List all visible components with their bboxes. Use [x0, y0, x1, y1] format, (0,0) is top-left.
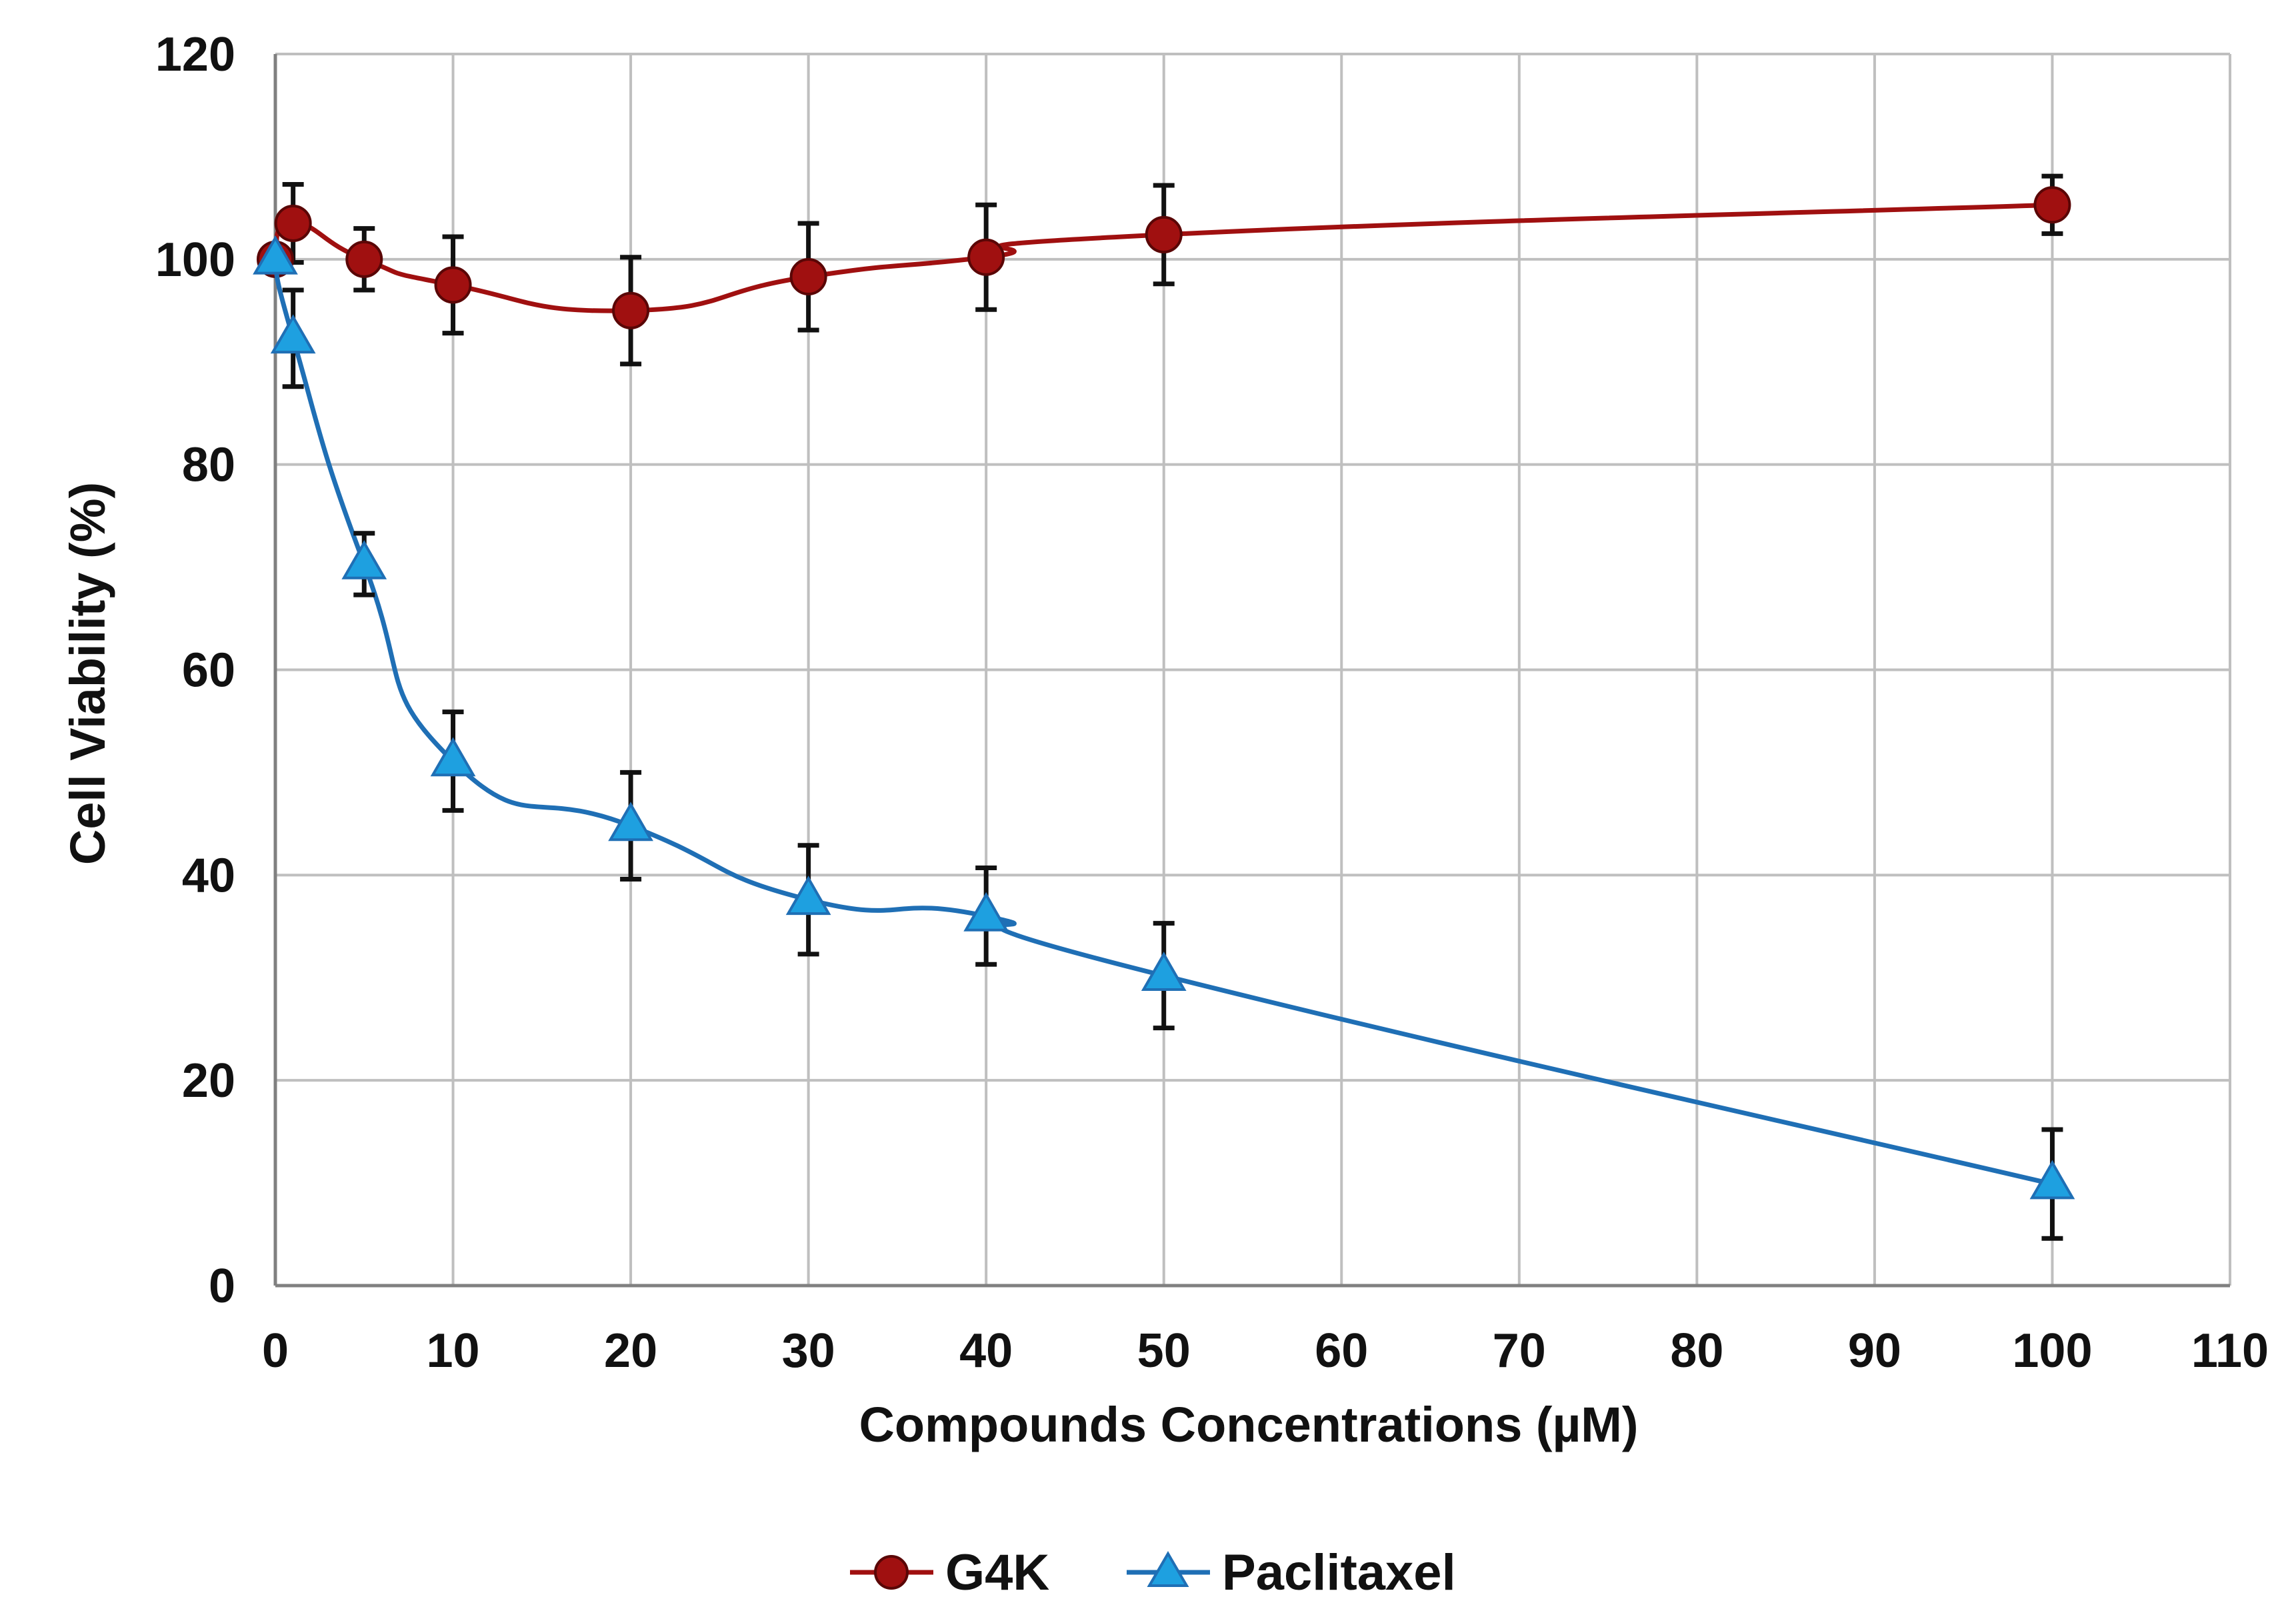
x-tick-label-0: 0 [262, 1324, 289, 1378]
point-paclitaxel-0 [253, 235, 298, 275]
point-paclitaxel-40 [963, 892, 1009, 932]
x-tick-label-70: 70 [1493, 1324, 1546, 1378]
legend-marker-paclitaxel [1147, 1551, 1189, 1587]
point-paclitaxel-100 [2029, 1160, 2075, 1200]
x-tick-label-10: 10 [426, 1324, 479, 1378]
tick-labels: 0 10 20 30 40 50 60 70 80 90 100 110 0 20 40 60 80 100 120 [155, 28, 2269, 1378]
y-tick-label-40: 40 [182, 849, 235, 902]
legend-label-paclitaxel: Paclitaxel [1222, 1544, 1456, 1601]
y-tick-label-120: 120 [155, 28, 235, 81]
series-g4k [257, 173, 2071, 367]
x-tick-label-110: 110 [2191, 1324, 2269, 1378]
x-tick-label-80: 80 [1670, 1324, 1723, 1378]
point-g4k-10 [434, 266, 472, 304]
point-paclitaxel-20 [608, 801, 653, 842]
x-tick-label-40: 40 [959, 1324, 1013, 1378]
legend-marker-g4k [874, 1555, 909, 1590]
y-tick-label-80: 80 [182, 439, 235, 492]
x-tick-label-60: 60 [1315, 1324, 1368, 1378]
legend-label-g4k: G4K [945, 1544, 1049, 1601]
legend: G4K Paclitaxel [850, 1544, 1456, 1601]
point-g4k-100 [2033, 186, 2071, 224]
y-tick-label-0: 0 [209, 1260, 235, 1313]
y-axis-title: Cell Viability (%) [60, 482, 115, 865]
series-group [253, 173, 2075, 1241]
y-tick-label-100: 100 [155, 233, 235, 287]
y-tick-label-60: 60 [182, 644, 235, 697]
x-tick-label-100: 100 [2012, 1324, 2092, 1378]
x-tick-label-20: 20 [604, 1324, 657, 1378]
x-axis-title: Compounds Concentrations (µM) [859, 1397, 1638, 1452]
y-tick-label-20: 20 [182, 1054, 235, 1108]
point-g4k-5 [345, 240, 383, 278]
point-g4k-20 [612, 291, 650, 329]
point-paclitaxel-1 [270, 314, 316, 354]
point-paclitaxel-10 [430, 737, 476, 777]
point-paclitaxel-30 [785, 876, 831, 916]
x-tick-label-90: 90 [1848, 1324, 1901, 1378]
point-g4k-1 [274, 204, 312, 242]
point-g4k-30 [789, 257, 827, 295]
point-paclitaxel-5 [341, 539, 387, 579]
point-paclitaxel-50 [1141, 952, 1187, 991]
point-g4k-50 [1145, 215, 1183, 253]
x-tick-label-50: 50 [1137, 1324, 1191, 1378]
point-g4k-40 [967, 238, 1005, 276]
series-line-paclitaxel [273, 259, 2053, 1187]
x-tick-label-30: 30 [782, 1324, 835, 1378]
series-paclitaxel [253, 235, 2075, 1241]
